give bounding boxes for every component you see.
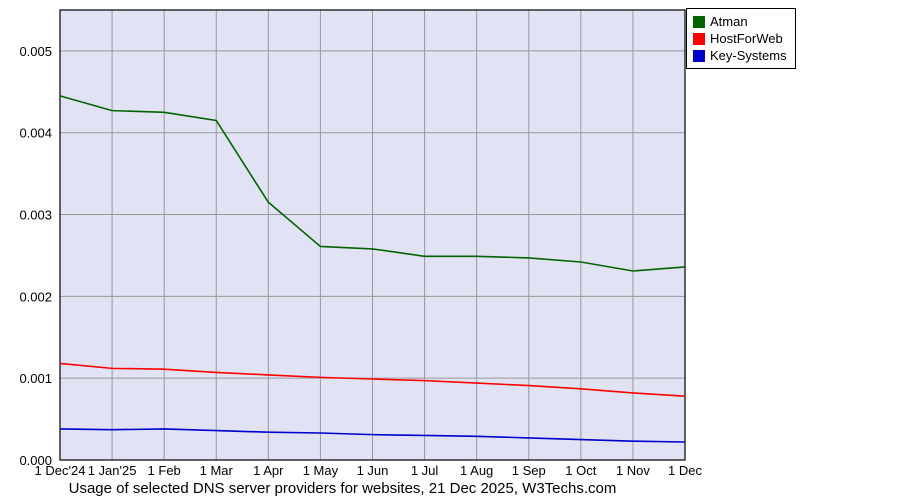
svg-text:0.001: 0.001: [19, 371, 52, 386]
legend-label-keysystems: Key-Systems: [710, 47, 787, 64]
svg-text:1 Jun: 1 Jun: [357, 463, 389, 478]
svg-text:1 Jul: 1 Jul: [411, 463, 439, 478]
x-axis-labels: 1 Dec'24 1 Jan'25 1 Feb 1 Mar 1 Apr 1 May 1 Ju…: [35, 463, 703, 478]
atman-swatch-icon: [693, 16, 705, 28]
svg-text:1 Feb: 1 Feb: [148, 463, 181, 478]
chart-container: 0.000 0.001 0.002 0.003 0.004 0.005 1 Dec'24 1…: [0, 0, 900, 500]
hostforweb-swatch-icon: [693, 33, 705, 45]
keysystems-swatch-icon: [693, 50, 705, 62]
svg-text:1 Jan'25: 1 Jan'25: [88, 463, 137, 478]
svg-text:0.003: 0.003: [19, 208, 52, 223]
svg-text:1 Nov: 1 Nov: [616, 463, 650, 478]
legend-item-hostforweb: HostForWeb: [693, 30, 789, 47]
legend-item-keysystems: Key-Systems: [693, 47, 789, 64]
svg-text:1 Sep: 1 Sep: [512, 463, 546, 478]
svg-text:0.002: 0.002: [19, 289, 52, 304]
svg-text:1 Mar: 1 Mar: [200, 463, 234, 478]
chart-legend: Atman HostForWeb Key-Systems: [686, 8, 796, 69]
legend-label-hostforweb: HostForWeb: [710, 30, 783, 47]
svg-text:0.004: 0.004: [19, 126, 52, 141]
legend-item-atman: Atman: [693, 13, 789, 30]
svg-text:0.005: 0.005: [19, 44, 52, 59]
svg-text:1 Oct: 1 Oct: [565, 463, 596, 478]
svg-text:1 Aug: 1 Aug: [460, 463, 493, 478]
svg-text:1 May: 1 May: [303, 463, 339, 478]
svg-text:1 Dec: 1 Dec: [668, 463, 702, 478]
line-chart: 0.0000.0010.0020.0030.0040.005 1 Dec'24 1…: [0, 0, 900, 500]
legend-label-atman: Atman: [710, 13, 748, 30]
svg-text:1 Dec'24: 1 Dec'24: [35, 463, 86, 478]
svg-text:1 Apr: 1 Apr: [253, 463, 284, 478]
chart-caption: Usage of selected DNS server providers f…: [0, 480, 685, 497]
